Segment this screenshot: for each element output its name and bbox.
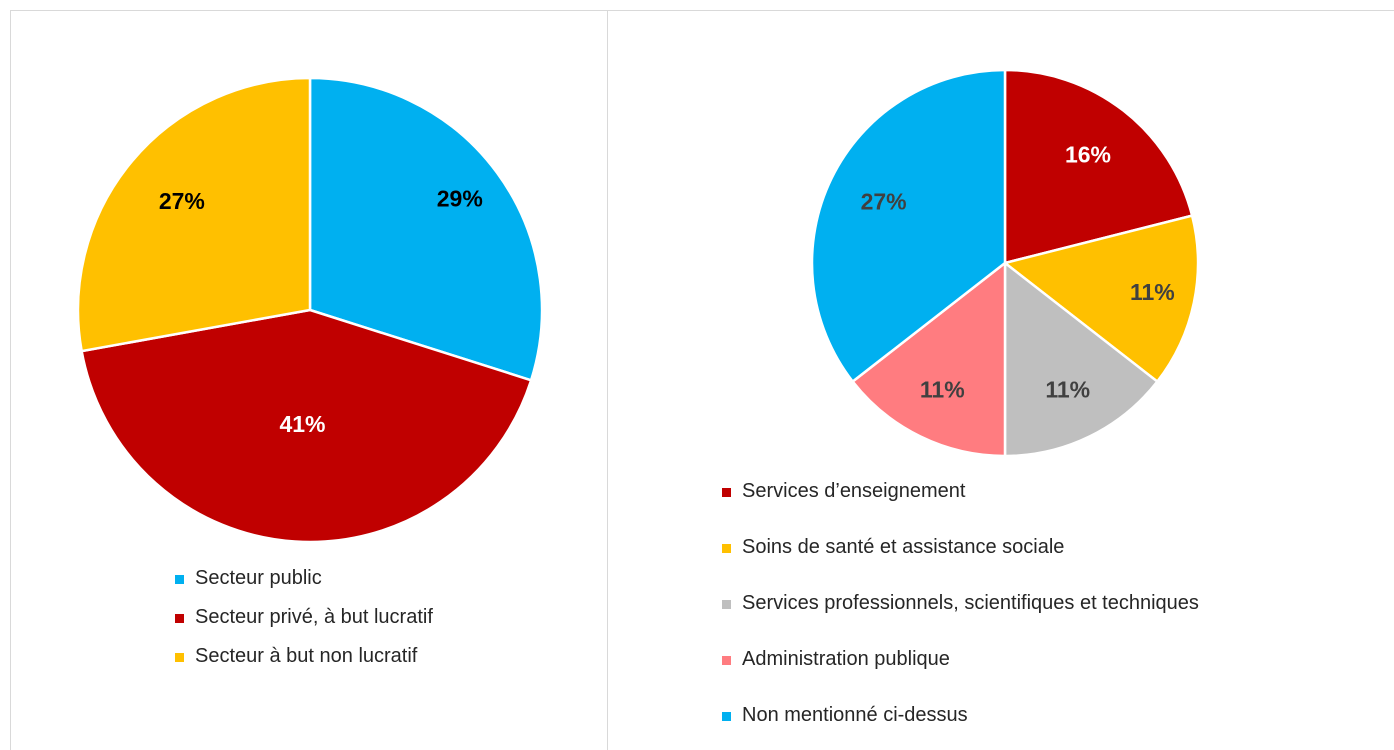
legend-label: Soins de santé et assistance sociale xyxy=(742,536,1065,558)
legend-swatch xyxy=(722,544,731,553)
legend-label: Services d’enseignement xyxy=(742,480,966,502)
legend-label: Non mentionné ci-dessus xyxy=(742,704,968,726)
legend-label: Services professionnels, scientifiques e… xyxy=(742,592,1199,614)
data-label: 11% xyxy=(1130,279,1175,305)
legend-item: Administration publique xyxy=(722,648,1382,671)
legend-swatch xyxy=(175,575,184,584)
legend-item: Services professionnels, scientifiques e… xyxy=(722,592,1382,615)
legend-swatch xyxy=(175,614,184,623)
divider xyxy=(607,10,608,750)
legend-label: Administration publique xyxy=(742,648,950,670)
data-label: 41% xyxy=(279,411,325,437)
pie-slice xyxy=(810,68,1007,384)
legend-item: Services d’enseignement xyxy=(722,480,1382,503)
legend-item: Non mentionné ci-dessus xyxy=(722,704,1382,727)
legend-item: Secteur privé, à but lucratif xyxy=(175,606,465,629)
pie-slice xyxy=(1002,214,1200,384)
legend-swatch xyxy=(722,656,731,665)
legend: Services d’enseignement Soins de santé e… xyxy=(722,480,1382,727)
data-label: 11% xyxy=(920,376,965,402)
legend-swatch xyxy=(722,712,731,721)
pie-slice xyxy=(850,260,1007,458)
frame xyxy=(10,10,1394,750)
legend-label: Secteur public xyxy=(195,567,322,589)
pie-slice xyxy=(80,308,533,544)
data-label: 16% xyxy=(1065,141,1111,167)
legend-swatch xyxy=(722,488,731,497)
legend-label: Secteur privé, à but lucratif xyxy=(195,606,433,628)
data-label: 11% xyxy=(1045,376,1090,402)
legend-item: Soins de santé et assistance sociale xyxy=(722,536,1382,559)
legend: Secteur public Secteur privé, à but lucra… xyxy=(175,567,465,668)
pie-slice xyxy=(1003,68,1194,265)
pie-slice xyxy=(308,76,544,382)
legend-item: Secteur à but non lucratif xyxy=(175,645,465,668)
data-label: 27% xyxy=(159,188,205,214)
legend-swatch xyxy=(722,600,731,609)
legend-label: Secteur à but non lucratif xyxy=(195,645,418,667)
data-label: 27% xyxy=(861,189,907,215)
legend-item: Secteur public xyxy=(175,567,465,590)
legend-swatch xyxy=(175,653,184,662)
pie-slice xyxy=(76,76,312,353)
data-label: 29% xyxy=(437,185,483,211)
pie-slice xyxy=(1003,260,1160,458)
